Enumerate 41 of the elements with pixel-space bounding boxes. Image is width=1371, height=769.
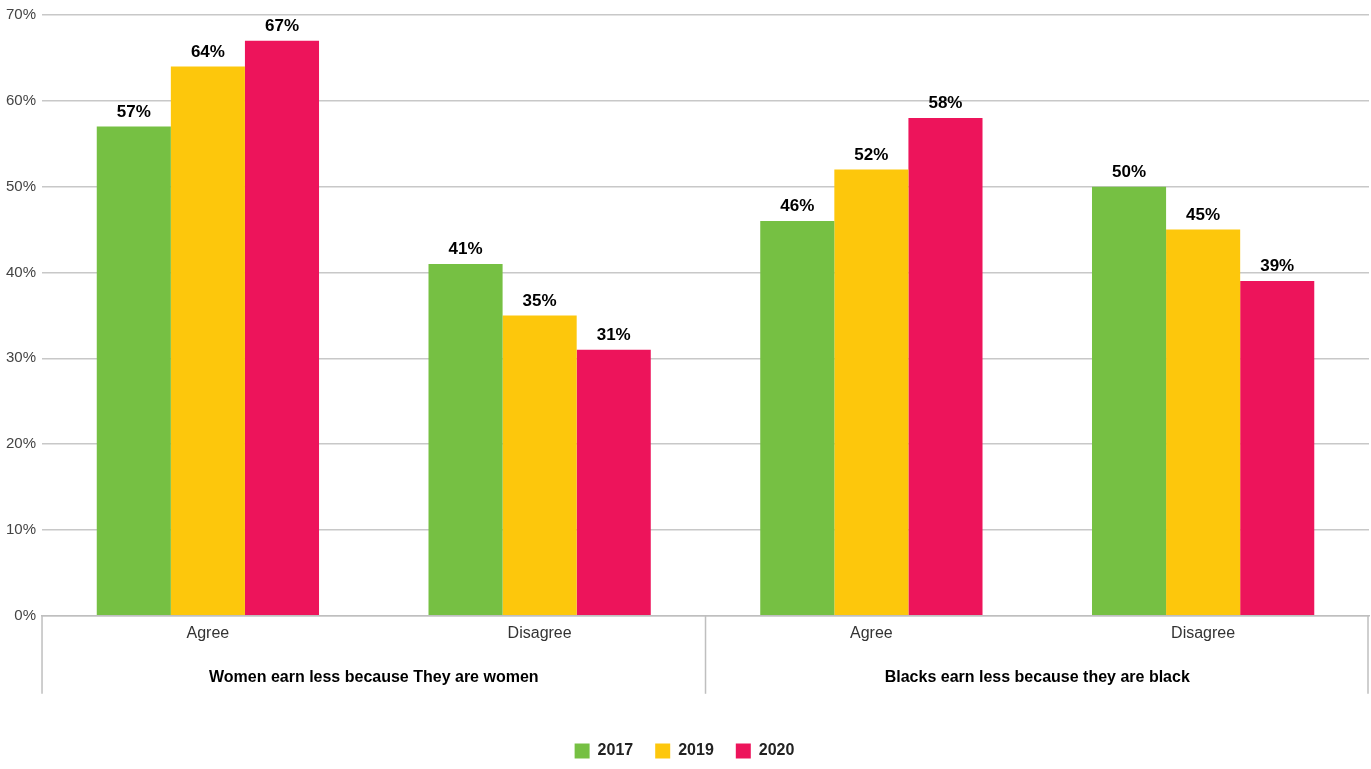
x-tick-label: Disagree	[1171, 623, 1236, 641]
y-tick-label: 60%	[5, 90, 37, 108]
bar	[428, 263, 503, 616]
text: Women earn less because They are women	[208, 668, 539, 686]
data-label: 52%	[854, 144, 889, 164]
y-tick-label: 20%	[5, 434, 37, 452]
y-tick-label: 0%	[14, 605, 37, 623]
y-tick-label: 40%	[5, 262, 37, 280]
bar	[1240, 281, 1315, 616]
bar	[502, 315, 577, 616]
data-label: 57%	[116, 101, 151, 121]
x-tick-label: Agree	[850, 623, 893, 641]
bar	[1091, 186, 1167, 616]
y-tick-label: 50%	[5, 176, 37, 194]
bar	[760, 220, 835, 616]
data-label: 46%	[780, 196, 815, 216]
bar	[834, 169, 909, 616]
data-label: 50%	[1112, 161, 1147, 181]
bar	[1166, 229, 1241, 616]
bar	[170, 66, 245, 616]
data-label: 45%	[1186, 204, 1221, 224]
data-label: 64%	[190, 41, 225, 61]
bar	[96, 126, 171, 616]
data-label: 35%	[522, 290, 557, 310]
data-label: 58%	[928, 93, 963, 113]
y-tick-label: 70%	[5, 5, 37, 23]
legend-label: 2017	[597, 741, 634, 759]
bar	[908, 117, 983, 616]
x-tick-label: Agree	[186, 623, 230, 641]
bar	[244, 40, 320, 616]
text: Blacks earn less because they are black	[884, 668, 1190, 686]
x-tick-label: Disagree	[507, 623, 572, 641]
data-label: 39%	[1260, 256, 1295, 276]
bar	[576, 349, 651, 616]
y-tick-label: 10%	[5, 520, 37, 538]
data-label: 31%	[596, 324, 631, 344]
legend-label: 2019	[678, 741, 714, 759]
data-label: 67%	[264, 15, 299, 35]
y-tick-label: 30%	[5, 348, 37, 366]
data-label: 41%	[448, 239, 483, 259]
legend-label: 2020	[758, 741, 795, 759]
